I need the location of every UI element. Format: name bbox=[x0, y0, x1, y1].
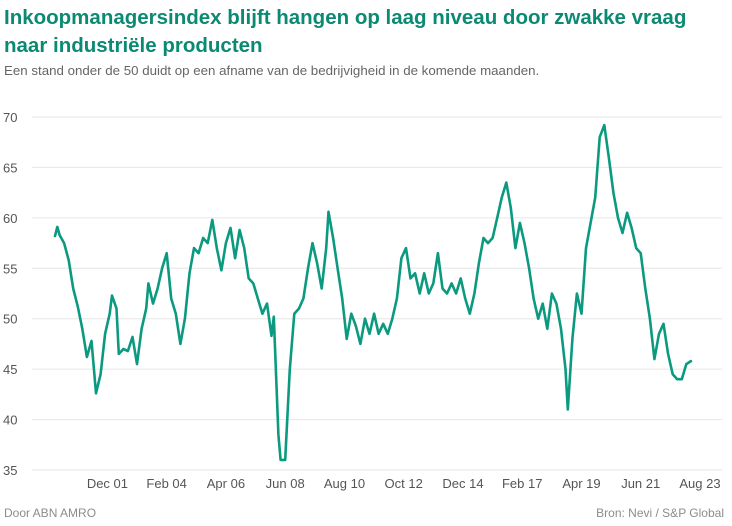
y-tick-label: 35 bbox=[3, 463, 17, 478]
x-tick-label: Dec 01 bbox=[87, 476, 128, 491]
x-tick-label: Feb 04 bbox=[146, 476, 186, 491]
x-tick-label: Aug 23 bbox=[679, 476, 720, 491]
footer-source: Bron: Nevi / S&P Global bbox=[596, 506, 724, 520]
x-tick-label: Apr 06 bbox=[207, 476, 245, 491]
y-tick-label: 65 bbox=[3, 160, 17, 175]
y-tick-label: 40 bbox=[3, 413, 17, 428]
series-line bbox=[53, 123, 693, 462]
y-axis-ticks: 35 40 45 50 55 60 65 70 bbox=[3, 110, 17, 478]
x-tick-label: Aug 10 bbox=[324, 476, 365, 491]
x-tick-label: Dec 14 bbox=[442, 476, 483, 491]
x-tick-label: Jun 08 bbox=[266, 476, 305, 491]
footer-credit: Door ABN AMRO bbox=[4, 506, 97, 520]
x-tick-label: Oct 12 bbox=[385, 476, 423, 491]
chart-title: Inkoopmanagersindex blijft hangen op laa… bbox=[4, 6, 687, 57]
y-tick-label: 70 bbox=[3, 110, 17, 125]
x-axis-ticks: Dec 01 Feb 04 Apr 06 Jun 08 Aug 10 Oct 12 Dec … bbox=[87, 476, 721, 491]
x-tick-label: Apr 19 bbox=[562, 476, 600, 491]
y-tick-label: 50 bbox=[3, 312, 17, 327]
y-tick-label: 60 bbox=[3, 211, 17, 226]
grid-lines bbox=[32, 116, 722, 471]
x-tick-label: Jun 21 bbox=[621, 476, 660, 491]
x-tick-label: Feb 17 bbox=[502, 476, 542, 491]
y-tick-label: 45 bbox=[3, 362, 17, 377]
chart-subtitle: Een stand onder de 50 duidt op een afnam… bbox=[4, 63, 540, 78]
y-tick-label: 55 bbox=[3, 261, 17, 276]
